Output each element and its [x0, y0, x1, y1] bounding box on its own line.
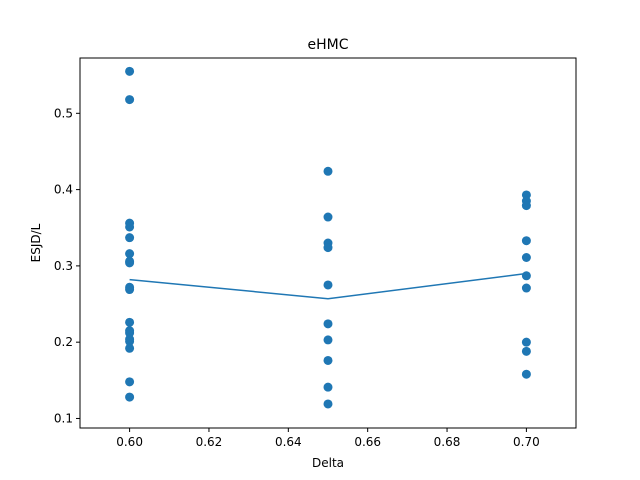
scatter-point [323, 166, 333, 176]
scatter-point [521, 201, 531, 211]
y-tick-label: 0.1 [54, 411, 73, 425]
scatter-point [521, 283, 531, 293]
y-tick-label: 0.2 [54, 335, 73, 349]
x-axis-label: Delta [312, 456, 344, 470]
y-tick-label: 0.3 [54, 259, 73, 273]
chart-title: eHMC [308, 37, 349, 53]
scatter-point [125, 336, 135, 346]
scatter-point [521, 271, 531, 281]
scatter-point [125, 66, 135, 76]
scatter-point [521, 252, 531, 262]
x-tick-label: 0.68 [434, 435, 461, 449]
x-tick-label: 0.62 [196, 435, 223, 449]
y-tick-label: 0.4 [54, 183, 73, 197]
scatter-point [125, 377, 135, 387]
scatter-point [323, 382, 333, 392]
plot-area: 0.60 0.62 0.64 0.66 0.68 0.70 0.1 0.2 0.3 0.4 0.5 [54, 66, 540, 449]
scatter-point [521, 337, 531, 347]
y-tick-label: 0.5 [54, 106, 73, 120]
x-tick-label: 0.66 [354, 435, 381, 449]
scatter-point [323, 280, 333, 290]
scatter-point [323, 399, 333, 409]
scatter-point [125, 343, 135, 353]
scatter-point [323, 319, 333, 329]
scatter-point [125, 233, 135, 243]
scatter-point [125, 95, 135, 105]
scatter-point [521, 236, 531, 246]
x-tick-label: 0.64 [275, 435, 302, 449]
scatter-point [125, 392, 135, 402]
scatter-point [125, 258, 135, 268]
scatter-point [125, 317, 135, 327]
scatter-point [125, 285, 135, 295]
scatter-point [323, 355, 333, 365]
scatter-point [125, 222, 135, 232]
scatter-point [323, 335, 333, 345]
scatter-point [521, 369, 531, 379]
scatter-point [323, 243, 333, 253]
scatter-point [521, 346, 531, 356]
y-axis-label: ESJD/L [29, 223, 43, 262]
x-tick-label: 0.70 [513, 435, 540, 449]
scatter-point [125, 249, 135, 259]
x-tick-label: 0.60 [116, 435, 143, 449]
scatter-point [323, 212, 333, 222]
mean-line [129, 272, 527, 300]
plot-frame [79, 57, 577, 429]
